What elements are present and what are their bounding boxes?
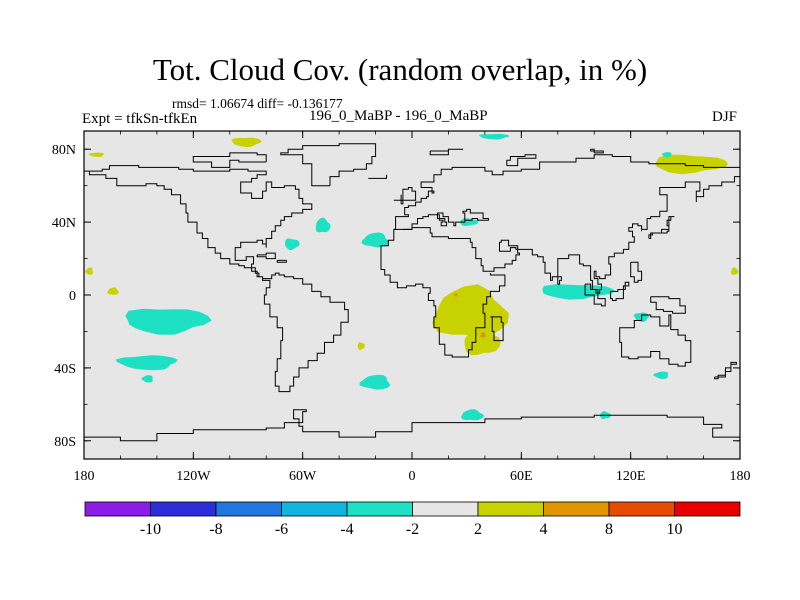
coastline-segment [619,314,692,367]
x-tick-label: 180 [730,469,751,484]
colorbar-box [215,501,282,517]
coastline-segment [402,208,489,230]
anomaly-region [107,287,119,295]
colorbar-box [543,501,610,517]
anomaly-region [662,152,672,158]
coastline-segment [630,261,643,283]
x-tick-label: 60W [289,469,317,484]
coastline-segment [650,296,686,314]
coastline-segment [648,216,675,239]
colorbar-label: 10 [667,521,683,538]
anomaly-region [361,232,389,248]
anomaly-region [85,267,93,275]
anomaly-region [141,375,153,383]
anomaly-layer [85,133,739,421]
colorbar-box [608,501,675,517]
anomaly-region [461,409,484,421]
anomaly-region [478,133,510,140]
colorbar-box [281,501,348,517]
colorbar-label: 4 [540,521,548,538]
coastline-segment [276,259,287,263]
colorbar-label: 2 [474,521,482,538]
coastline-segment [429,148,463,156]
anomaly-region [88,152,105,157]
anomaly-region [453,293,458,297]
anomaly-region [357,342,365,351]
colorbar-label: -4 [340,521,353,538]
y-axis: 80N 40N 0 40S 80S [52,143,740,450]
x-tick-label: 60E [510,469,533,484]
coastline-segment [714,361,737,380]
experiment-label: Expt = tfkSn-tfkEn [82,111,198,127]
colorbar-label: -2 [406,521,419,538]
colorbar-label: -8 [209,521,222,538]
coastline-segment [584,283,606,307]
coastline-segment [393,154,740,230]
coastline-segment [368,174,387,179]
coastline-segment [84,409,740,442]
anomaly-region [285,238,300,251]
coastline-segment [393,194,402,201]
anomaly-region [731,267,739,275]
colorbar-box [477,501,544,517]
y-tick-label: 80S [54,435,76,450]
anomaly-region [231,137,262,148]
map-background [84,131,740,459]
x-axis: 180 120W 60W 0 60E 120E 180 [74,131,751,484]
colorbar-label: -6 [275,521,288,538]
coastline-segment [590,148,604,154]
anomaly-region [315,217,331,233]
x-tick-label: 120E [616,469,646,484]
anomaly-region [653,371,669,379]
anomaly-region [464,327,501,356]
x-tick-label: 0 [409,469,416,484]
y-tick-label: 40N [52,216,76,231]
y-tick-label: 40S [54,362,76,377]
anomaly-region [359,374,391,390]
colorbar-box [412,501,479,517]
coastline-segment [84,165,349,393]
anomaly-region [480,332,486,338]
coastline-segment [380,174,740,358]
anomaly-region [542,284,616,300]
anomaly-region [115,355,178,371]
coastline-segment [490,316,504,342]
chart-title: Tot. Cloud Cov. (random overlap, in %) [152,52,648,87]
stats-label: rmsd= 1.06674 diff= -0.136177 [172,96,343,111]
colorbar-box [84,501,151,517]
x-tick-label: 120W [176,469,211,484]
colorbar: -10 -8 -6 -4 -2 2 4 8 10 [84,501,741,538]
coastline-segment [280,143,377,187]
coastline-layer [84,143,740,442]
colorbar-box [150,501,217,517]
anomaly-region [432,284,509,337]
y-tick-label: 80N [52,143,76,158]
colorbar-label: 8 [605,521,613,538]
x-tick-label: 180 [74,469,95,484]
colorbar-label: -10 [140,521,161,538]
season-label: DJF [712,109,738,125]
colorbar-box [346,501,413,517]
case-label: 196_0_MaBP - 196_0_MaBP [309,108,488,124]
coastline-segment [192,152,267,168]
anomaly-region [125,308,212,335]
coastline-segment [506,154,537,167]
coastline-segment [256,252,276,260]
coastline-segment [610,281,630,301]
coastline-segment [557,276,562,285]
colorbar-box [674,501,741,517]
y-tick-label: 0 [69,289,76,304]
coastline-segment [400,187,417,205]
anomaly-region [655,154,728,175]
